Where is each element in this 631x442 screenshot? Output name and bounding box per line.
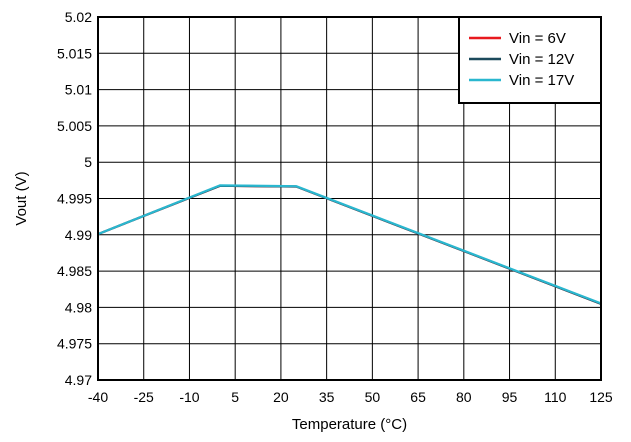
y-tick-label: 5.015 [57, 45, 92, 61]
x-tick-label: 95 [502, 389, 518, 405]
x-tick-label: 65 [410, 389, 426, 405]
x-tick-label: -25 [134, 389, 154, 405]
x-tick-label: -10 [179, 389, 199, 405]
x-tick-label: 50 [365, 389, 381, 405]
y-tick-label: 4.985 [57, 263, 92, 279]
legend-label-1: Vin = 6V [509, 30, 566, 47]
x-tick-label: 20 [273, 389, 289, 405]
y-tick-label: 5.02 [65, 9, 92, 25]
x-axis-title: Temperature (°C) [292, 416, 407, 433]
y-tick-label: 5 [84, 154, 92, 170]
x-tick-label: 125 [589, 389, 613, 405]
series-line-3 [97, 184, 602, 305]
y-axis-title: Vout (V) [13, 171, 30, 225]
legend: Vin = 6V Vin = 12V Vin = 17V [458, 16, 602, 104]
x-tick-label: 110 [544, 389, 567, 405]
legend-label-2: Vin = 12V [509, 51, 574, 68]
y-tick-label: 4.99 [65, 227, 92, 243]
x-tick-label: 35 [319, 389, 335, 405]
y-tick-label: 5.005 [57, 118, 92, 134]
plot-area-frame [97, 16, 602, 381]
legend-label-3: Vin = 17V [509, 72, 574, 89]
y-tick-label: 4.975 [57, 336, 92, 352]
y-tick-label: 4.995 [57, 191, 92, 207]
y-tick-label: 5.01 [65, 82, 92, 98]
x-tick-label: -40 [88, 389, 108, 405]
y-tick-label: 4.98 [65, 299, 92, 315]
x-tick-label: 80 [456, 389, 472, 405]
y-tick-label: 4.97 [65, 372, 92, 388]
x-tick-label: 5 [231, 389, 239, 405]
